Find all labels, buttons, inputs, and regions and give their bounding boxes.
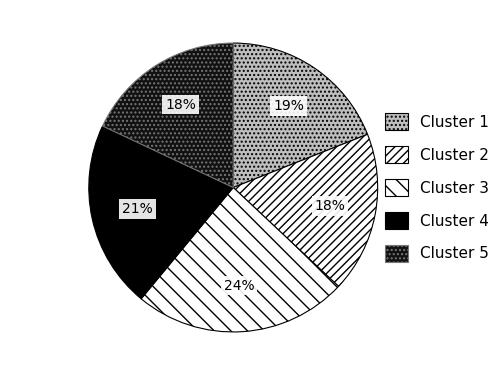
Wedge shape: [233, 134, 378, 286]
Wedge shape: [89, 126, 233, 299]
Wedge shape: [102, 43, 233, 188]
Text: 18%: 18%: [314, 199, 345, 213]
Text: 21%: 21%: [122, 202, 153, 216]
Wedge shape: [141, 188, 338, 332]
Legend: Cluster 1, Cluster 2, Cluster 3, Cluster 4, Cluster 5: Cluster 1, Cluster 2, Cluster 3, Cluster…: [386, 113, 490, 262]
Text: 24%: 24%: [224, 279, 254, 292]
Wedge shape: [233, 43, 368, 188]
Text: 19%: 19%: [273, 99, 304, 113]
Text: 18%: 18%: [165, 98, 196, 112]
